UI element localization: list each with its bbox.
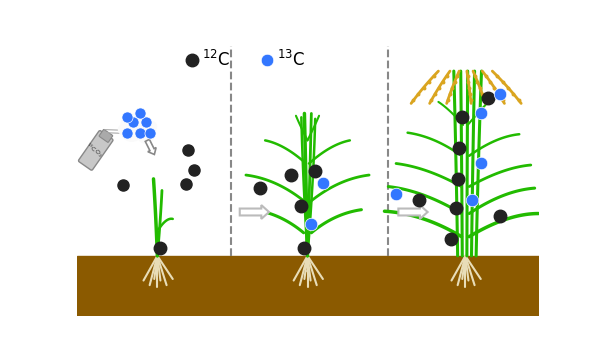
FancyArrow shape <box>398 205 428 219</box>
FancyArrow shape <box>145 140 156 154</box>
Ellipse shape <box>133 118 151 132</box>
Bar <box>77 256 539 316</box>
Text: $^{13}$CO$_2$: $^{13}$CO$_2$ <box>83 141 105 160</box>
FancyBboxPatch shape <box>99 130 113 142</box>
Ellipse shape <box>131 113 145 125</box>
FancyArrow shape <box>240 205 269 219</box>
Ellipse shape <box>122 126 142 141</box>
Ellipse shape <box>138 130 154 143</box>
FancyBboxPatch shape <box>79 131 113 170</box>
Ellipse shape <box>144 121 157 132</box>
Text: $^{13}$C: $^{13}$C <box>277 50 305 70</box>
Text: $^{12}$C: $^{12}$C <box>202 50 230 70</box>
Ellipse shape <box>118 124 130 135</box>
Ellipse shape <box>121 117 137 130</box>
